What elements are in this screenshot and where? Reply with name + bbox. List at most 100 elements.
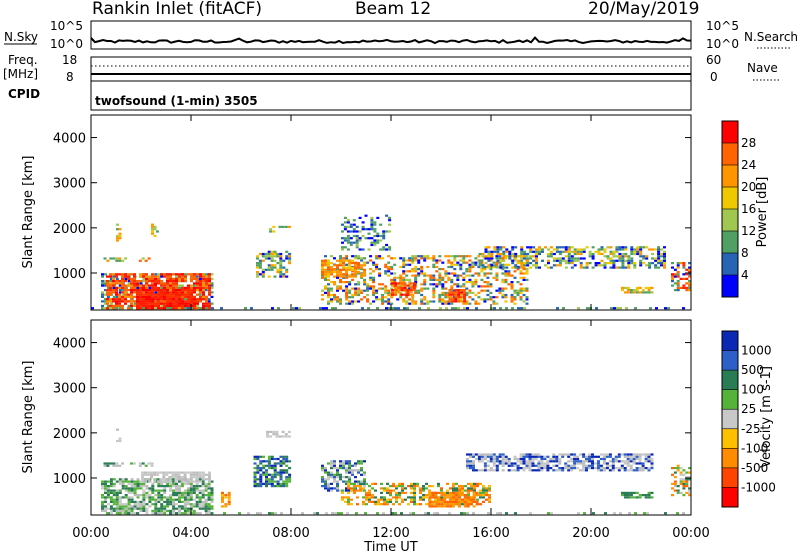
power-cell (153, 225, 157, 228)
power-cell (184, 291, 187, 294)
velocity-cell (507, 457, 511, 461)
velocity-cell (172, 498, 176, 501)
power-cell (208, 273, 211, 276)
velocity-cell (210, 491, 214, 494)
power-cell (187, 302, 190, 305)
velocity-cell (178, 487, 181, 490)
velocity-cell (567, 464, 571, 467)
power-cell (366, 293, 370, 297)
velocity-cell (638, 494, 642, 497)
velocity-cell (339, 462, 342, 465)
power-cell (358, 237, 362, 240)
power-cell (570, 255, 574, 258)
power-cell (357, 283, 361, 286)
velocity-cell (154, 505, 158, 508)
power-cell (507, 283, 511, 286)
velocity-cell (641, 453, 645, 456)
velocity-cell (344, 500, 347, 503)
power-cell (351, 275, 354, 278)
power-cell (685, 277, 689, 280)
power-cell (145, 280, 148, 283)
velocity-cell (127, 496, 131, 499)
power-cell (477, 285, 481, 288)
velocity-cell (629, 455, 633, 458)
velocity-cell (221, 505, 224, 508)
velocity-cell (136, 500, 140, 503)
power-cell (501, 278, 505, 281)
power-cell (193, 298, 196, 301)
velocity-cell (374, 496, 377, 499)
power-cell (369, 302, 373, 305)
power-cell (378, 257, 382, 260)
velocity-cell (183, 489, 187, 492)
velocity-cell (635, 453, 639, 456)
velocity-cell (145, 507, 149, 510)
velocity-cell (485, 498, 488, 501)
velocity-cell (163, 485, 167, 488)
velocity-cell (540, 462, 544, 465)
velocity-cell (422, 494, 425, 497)
velocity-cell (585, 464, 588, 467)
power-cell (663, 262, 666, 265)
velocity-cell (410, 500, 413, 503)
velocity-cell (422, 487, 425, 490)
velocity-cell (552, 455, 556, 458)
velocity-cell (602, 457, 606, 461)
power-cell (367, 237, 371, 240)
colorbar-frame (721, 330, 739, 508)
velocity-cell (109, 491, 113, 494)
power-cell (636, 248, 640, 251)
power-cell (355, 237, 359, 240)
velocity-cell (623, 467, 627, 470)
velocity-cell (422, 498, 425, 501)
velocity-cell (273, 462, 277, 465)
power-cell (160, 298, 163, 301)
velocity-cell (274, 512, 277, 515)
velocity-cell (561, 453, 565, 456)
velocity-cell (347, 500, 350, 503)
velocity-cell (376, 512, 379, 515)
velocity-cell (469, 500, 473, 503)
power-cell (495, 276, 499, 279)
power-cell (501, 296, 505, 299)
power-cell (462, 283, 466, 286)
velocity-cell (330, 467, 333, 470)
power-cell (663, 259, 666, 262)
power-cell (202, 302, 205, 305)
velocity-cell (676, 469, 680, 472)
power-cell (142, 289, 145, 292)
velocity-cell (555, 457, 559, 461)
velocity-cell (570, 460, 574, 463)
power-cell (187, 291, 190, 294)
power-cell (321, 259, 324, 262)
power-cell (139, 298, 142, 301)
velocity-cell (195, 487, 199, 490)
velocity-cell (341, 491, 344, 494)
velocity-cell (136, 487, 140, 490)
velocity-cell (112, 498, 116, 501)
power-cell (130, 304, 133, 307)
velocity-cell (130, 507, 134, 510)
velocity-cell (279, 471, 283, 474)
power-cell (154, 300, 157, 303)
velocity-cell (271, 512, 274, 515)
velocity-cell (464, 485, 467, 488)
velocity-cell (362, 496, 365, 499)
power-cell (595, 307, 598, 310)
power-cell (121, 282, 124, 285)
power-cell (384, 265, 388, 269)
velocity-cell (276, 480, 280, 483)
velocity-cell (383, 503, 386, 506)
velocity-cell (275, 430, 279, 433)
velocity-cell (446, 503, 450, 506)
noise-panel-frame (90, 20, 692, 50)
power-cell (641, 291, 645, 294)
power-cell (147, 257, 151, 260)
power-cell (112, 295, 116, 298)
velocity-cell (195, 494, 199, 497)
velocity-cell (189, 480, 193, 483)
power-cell (474, 261, 478, 264)
velocity-cell (475, 500, 479, 503)
power-cell (384, 263, 388, 266)
power-cell (193, 291, 196, 294)
